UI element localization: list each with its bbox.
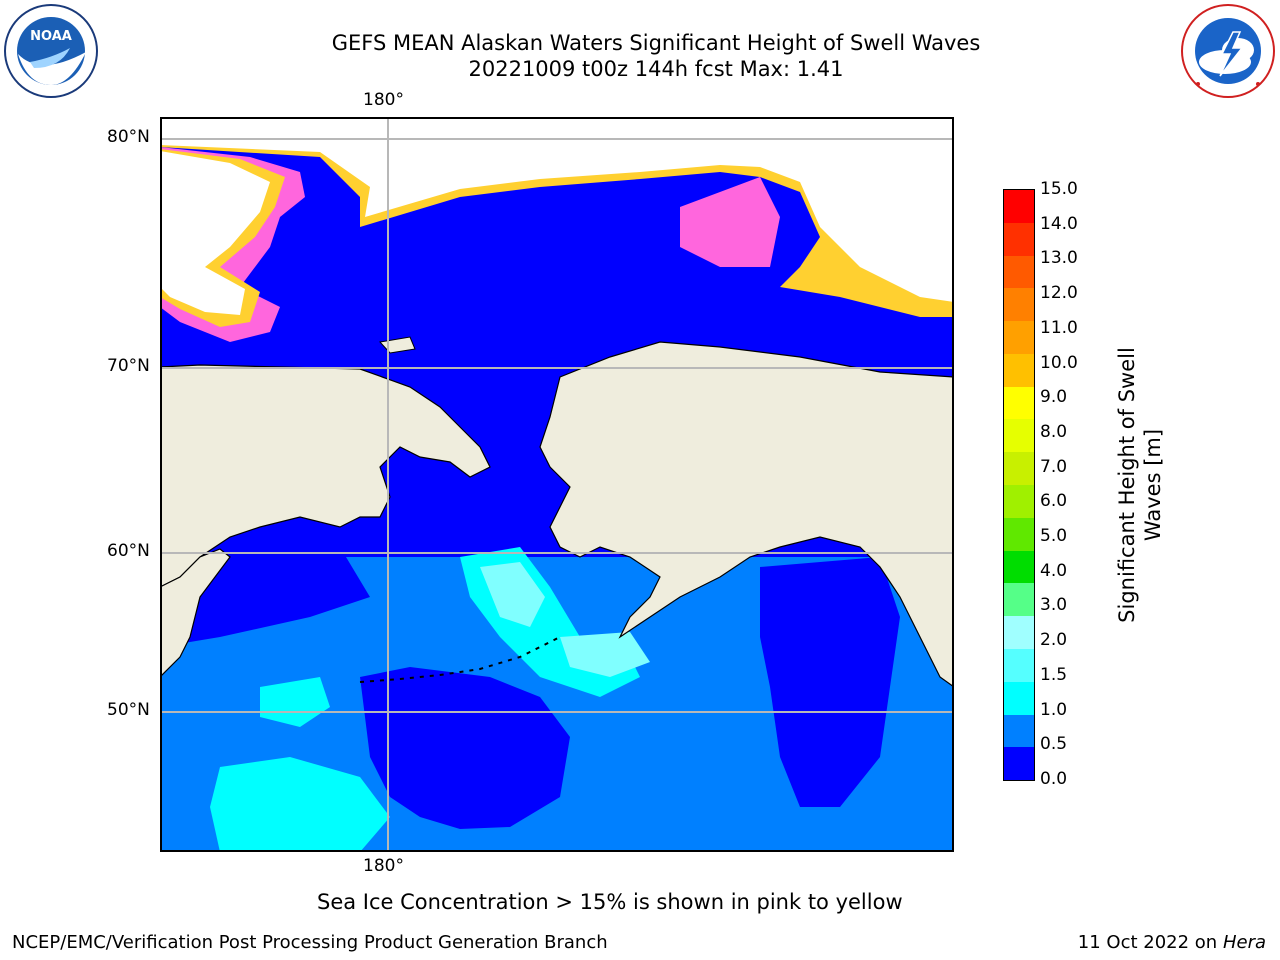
colorbar-swatch bbox=[1004, 681, 1034, 715]
noaa-logo-text: NOAA bbox=[30, 29, 72, 44]
footer-host: Hera bbox=[1222, 932, 1266, 953]
land-kamchatka bbox=[159, 548, 231, 679]
swell-low-central bbox=[360, 667, 570, 829]
colorbar-swatch bbox=[1004, 452, 1034, 486]
swell-low-gulf bbox=[760, 557, 900, 807]
colorbar-tick-label: 2.0 bbox=[1040, 630, 1068, 651]
map-panel bbox=[159, 117, 955, 852]
map-svg bbox=[159, 117, 955, 852]
colorbar-swatch bbox=[1004, 485, 1034, 518]
colorbar-swatch bbox=[1004, 747, 1034, 781]
colorbar-title: Significant Height of Swell Waves [m] bbox=[1114, 325, 1166, 645]
lat-label-80: 80°N bbox=[107, 127, 150, 147]
colorbar-swatch bbox=[1004, 419, 1034, 453]
colorbar-tick-label: 1.5 bbox=[1040, 664, 1068, 685]
colorbar-tick-label: 10.0 bbox=[1040, 352, 1078, 373]
sea-ice-note: Sea Ice Concentration > 15% is shown in … bbox=[317, 890, 903, 914]
land-siberia bbox=[159, 364, 491, 588]
colorbar-swatch bbox=[1004, 386, 1034, 420]
colorbar-tick-label: 4.0 bbox=[1040, 560, 1068, 581]
colorbar-tick-label: 15.0 bbox=[1040, 179, 1078, 199]
swell-cyan-sw bbox=[210, 757, 390, 852]
colorbar-swatch bbox=[1004, 517, 1034, 551]
footer-right: 11 Oct 2022 on Hera bbox=[1078, 932, 1266, 953]
colorbar-tick-labels: 15.0 14.0 13.0 12.0 11.0 10.0 9.0 8.0 7.0 6.0 5.0 4… bbox=[1040, 172, 1100, 802]
swell-cyan-west bbox=[260, 677, 330, 727]
colorbar-tick-label: 0.5 bbox=[1040, 734, 1068, 755]
lat-label-60: 60°N bbox=[107, 541, 150, 561]
colorbar-tick-label: 0.0 bbox=[1040, 769, 1068, 789]
ice-free-north bbox=[160, 117, 954, 302]
graticule bbox=[160, 117, 954, 852]
swell-light-center bbox=[480, 562, 545, 627]
colorbar-tick-label: 13.0 bbox=[1040, 248, 1078, 269]
chart-title: GEFS MEAN Alaskan Waters Significant Hei… bbox=[331, 31, 981, 55]
map-frame bbox=[160, 117, 954, 852]
lat-label-70: 70°N bbox=[107, 356, 150, 376]
colorbar-tick-label: 5.0 bbox=[1040, 526, 1068, 547]
lat-label-50: 50°N bbox=[107, 700, 150, 720]
footer-left: NCEP/EMC/Verification Post Processing Pr… bbox=[12, 932, 608, 953]
lon-label-bottom: 180° bbox=[363, 856, 404, 876]
sea-ice-north-pink bbox=[680, 177, 780, 267]
colorbar-swatches bbox=[1004, 190, 1034, 781]
colorbar-tick-label: 11.0 bbox=[1040, 317, 1078, 338]
colorbar-tick-label: 1.0 bbox=[1040, 699, 1068, 720]
colorbar-swatch bbox=[1004, 550, 1034, 584]
land-alaska bbox=[539, 341, 955, 689]
colorbar-swatch bbox=[1004, 353, 1034, 387]
colorbar bbox=[1003, 189, 1035, 781]
colorbar-tick-label: 8.0 bbox=[1040, 421, 1068, 442]
colorbar-swatch bbox=[1004, 583, 1034, 617]
colorbar-tick-label: 3.0 bbox=[1040, 595, 1068, 616]
colorbar-swatch bbox=[1004, 648, 1034, 682]
colorbar-swatch bbox=[1004, 222, 1034, 256]
colorbar-tick-label: 6.0 bbox=[1040, 491, 1068, 512]
colorbar-title-text: Significant Height of Swell Waves [m] bbox=[1115, 347, 1165, 623]
colorbar-swatch bbox=[1004, 255, 1034, 289]
colorbar-swatch bbox=[1004, 190, 1034, 223]
nws-logo bbox=[1178, 2, 1278, 100]
lon-label-top: 180° bbox=[363, 90, 404, 110]
colorbar-tick-label: 12.0 bbox=[1040, 283, 1078, 304]
ice-free-pack bbox=[160, 151, 270, 315]
chart-subtitle: 20221009 t00z 144h fcst Max: 1.41 bbox=[468, 57, 844, 81]
colorbar-swatch bbox=[1004, 288, 1034, 322]
colorbar-swatch bbox=[1004, 616, 1034, 649]
colorbar-swatch bbox=[1004, 714, 1034, 748]
footer-date: 11 Oct 2022 on bbox=[1077, 932, 1218, 953]
noaa-logo: NOAA bbox=[0, 2, 102, 100]
colorbar-tick-label: 14.0 bbox=[1040, 213, 1078, 234]
colorbar-tick-label: 7.0 bbox=[1040, 456, 1068, 477]
colorbar-swatch bbox=[1004, 321, 1034, 354]
swell-light-east bbox=[560, 632, 650, 677]
aleutian-islands bbox=[359, 636, 561, 683]
colorbar-tick-label: 9.0 bbox=[1040, 387, 1068, 408]
